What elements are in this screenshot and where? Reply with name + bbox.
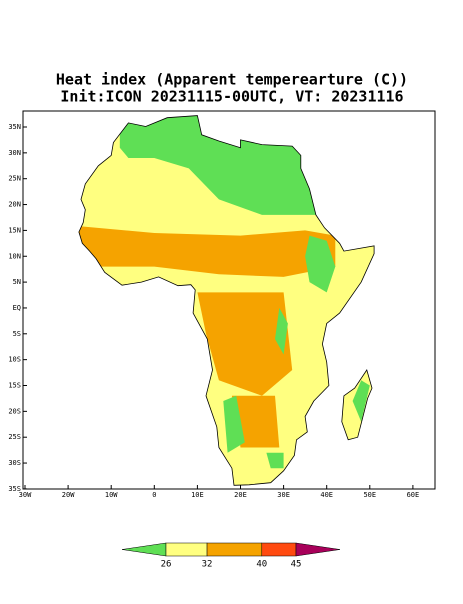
field-area bbox=[231, 395, 280, 448]
colorbar-segment bbox=[206, 542, 263, 557]
lon-tick-label: 40E bbox=[320, 491, 333, 499]
colorbar-segment bbox=[261, 542, 297, 557]
lat-tick-label: 15S bbox=[8, 382, 21, 390]
field-area bbox=[197, 292, 293, 396]
lon-tick-label: 10E bbox=[191, 491, 204, 499]
lon-tick-label: 20W bbox=[62, 491, 75, 499]
field-area bbox=[78, 225, 336, 277]
colorbar-label: 45 bbox=[291, 560, 302, 570]
lat-tick-label: 25S bbox=[8, 433, 21, 441]
lat-tick-label: 10N bbox=[8, 252, 21, 260]
lat-tick-label: 5N bbox=[13, 278, 21, 286]
field-area bbox=[305, 235, 336, 293]
lat-tick-label: 15N bbox=[8, 226, 21, 234]
lat-tick-label: 10S bbox=[8, 356, 21, 364]
field-area bbox=[266, 452, 284, 469]
lat-tick-label: 20S bbox=[8, 407, 21, 415]
colorbar-label: 26 bbox=[161, 560, 172, 570]
lon-tick-label: 30W bbox=[19, 491, 32, 499]
colorbar-segment bbox=[121, 542, 167, 557]
field-area bbox=[275, 307, 288, 355]
colorbar-label: 40 bbox=[256, 560, 267, 570]
lat-tick-label: EQ bbox=[13, 304, 21, 312]
lat-tick-label: 30S bbox=[8, 459, 21, 467]
map-subtitle: Init:ICON 20231115-00UTC, VT: 20231116 bbox=[60, 88, 403, 106]
lon-tick-label: 0 bbox=[152, 491, 156, 499]
lat-tick-label: 5S bbox=[13, 330, 21, 338]
colorbar: 26 32 40 45 bbox=[121, 542, 341, 570]
lat-tick-label: 35S bbox=[8, 485, 21, 493]
axes: 30W 20W 10W 0 10E 20E 30E 40E 50E 60E 35N 30N 25N 20N… bbox=[8, 123, 419, 499]
coastline bbox=[341, 369, 373, 441]
lat-tick-label: 35N bbox=[8, 123, 21, 131]
lon-tick-label: 10W bbox=[105, 491, 118, 499]
map-frame bbox=[22, 110, 436, 490]
lon-tick-label: 30E bbox=[277, 491, 290, 499]
field-area bbox=[352, 380, 370, 422]
lon-tick-label: 60E bbox=[407, 491, 420, 499]
map-title: Heat index (Apparent temperearture (C)) bbox=[56, 71, 408, 89]
colorbar-label: 32 bbox=[202, 560, 213, 570]
colorbar-segment bbox=[295, 542, 341, 557]
lon-tick-label: 20E bbox=[234, 491, 247, 499]
coastline bbox=[78, 115, 375, 486]
lon-tick-label: 50E bbox=[363, 491, 376, 499]
map bbox=[78, 115, 375, 486]
field-area bbox=[223, 395, 245, 453]
colorbar-segment bbox=[165, 542, 208, 557]
lat-tick-label: 20N bbox=[8, 201, 21, 209]
lat-tick-label: 30N bbox=[8, 149, 21, 157]
lat-tick-label: 25N bbox=[8, 175, 21, 183]
